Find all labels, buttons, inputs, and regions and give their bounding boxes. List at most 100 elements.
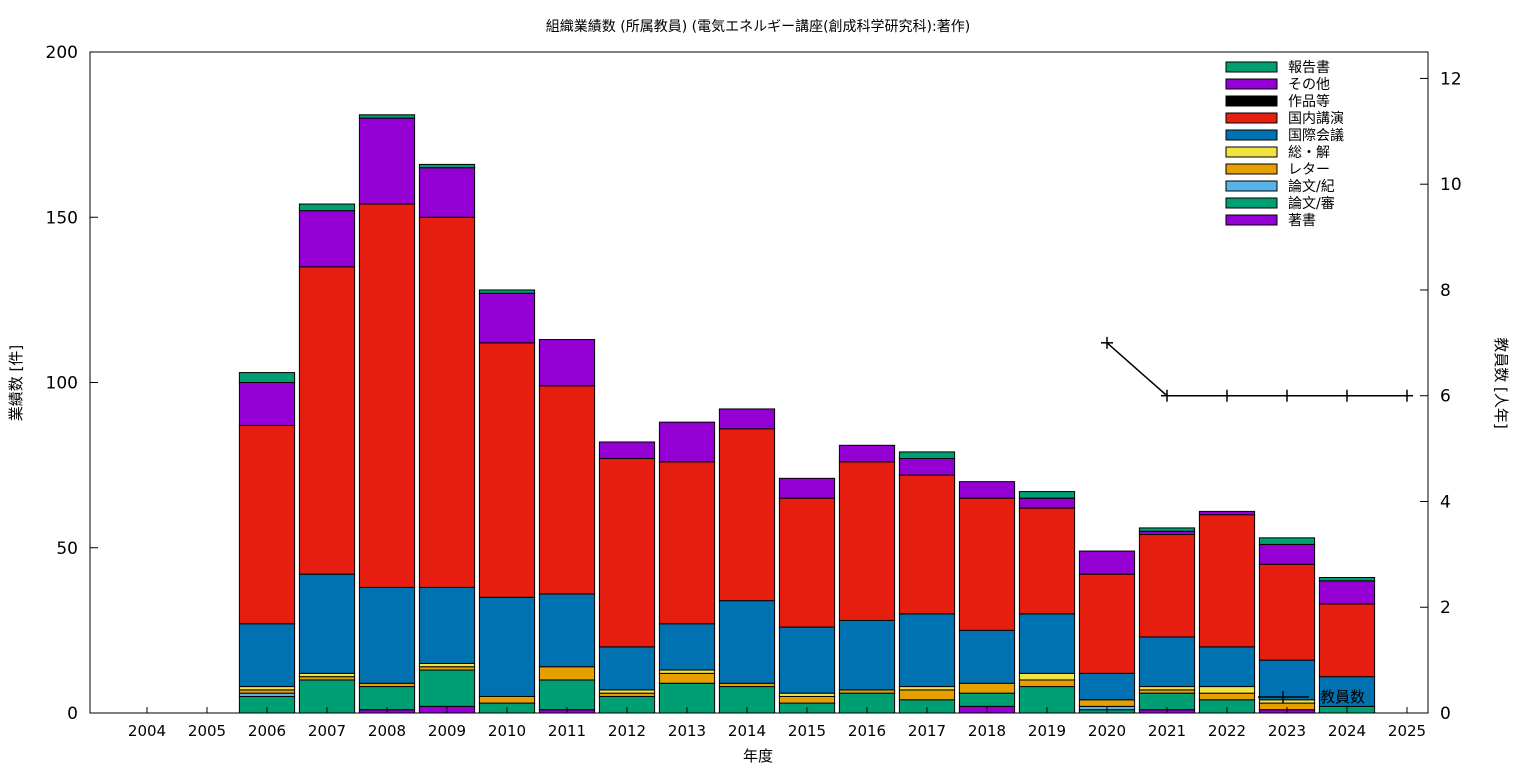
bar-segment bbox=[478, 695, 536, 704]
bar-segment bbox=[778, 626, 836, 694]
chart-title: 組織業績数 (所属教員) (電気エネルギー講座(創成科学研究科):著作) bbox=[546, 19, 970, 35]
bar-segment bbox=[418, 167, 476, 218]
x-tick-label: 2009 bbox=[428, 722, 466, 740]
x-tick-label: 2004 bbox=[128, 722, 166, 740]
bar-segment bbox=[1198, 514, 1256, 648]
bar-segment bbox=[838, 461, 896, 621]
bar-segment bbox=[718, 686, 776, 714]
bar-segment bbox=[1018, 491, 1076, 499]
bar-segment bbox=[1318, 576, 1376, 582]
bar-segment bbox=[898, 689, 956, 701]
bar-segment bbox=[898, 458, 956, 476]
bar-segment bbox=[958, 497, 1016, 631]
bar-segment bbox=[1318, 676, 1376, 707]
bar-segment bbox=[538, 666, 596, 681]
bar-segment bbox=[598, 646, 656, 691]
bar-segment bbox=[358, 686, 416, 711]
x-tick-label: 2019 bbox=[1028, 722, 1066, 740]
x-tick-label: 2008 bbox=[368, 722, 406, 740]
bar-segment bbox=[1258, 659, 1316, 701]
bar-segment bbox=[1198, 646, 1256, 688]
line-layer bbox=[1101, 336, 1413, 402]
legend-label: レター bbox=[1288, 162, 1330, 178]
bar-segment bbox=[778, 695, 836, 704]
bar-segment bbox=[658, 421, 716, 463]
bar-segment bbox=[898, 613, 956, 688]
y-tick-label: 0 bbox=[67, 704, 78, 724]
legend-line-label: 教員数 bbox=[1320, 688, 1365, 706]
bar-segment bbox=[418, 669, 476, 707]
bar-segment bbox=[238, 382, 296, 426]
legend-label: 作品等 bbox=[1288, 93, 1330, 110]
x-tick-label: 2010 bbox=[488, 722, 526, 740]
bar-segment bbox=[1138, 636, 1196, 688]
bar-segment bbox=[718, 428, 776, 602]
bar-segment bbox=[778, 477, 836, 499]
bar-segment bbox=[598, 458, 656, 648]
legend-label: 国際会議 bbox=[1288, 127, 1344, 144]
bar-segment bbox=[1138, 534, 1196, 638]
legend-label: 著書 bbox=[1288, 213, 1316, 229]
bar-segment bbox=[538, 339, 596, 387]
y2-tick-label: 2 bbox=[1440, 598, 1451, 618]
x-tick-label: 2015 bbox=[788, 722, 826, 740]
bar-segment bbox=[238, 424, 296, 625]
bar-segment bbox=[1258, 563, 1316, 661]
x-axis-label: 年度 bbox=[743, 747, 773, 765]
legend-swatch bbox=[1225, 214, 1278, 226]
y2-tick-label: 8 bbox=[1440, 281, 1451, 301]
bar-segment bbox=[238, 372, 296, 383]
y2-tick-label: 6 bbox=[1440, 387, 1451, 407]
bar-segment bbox=[1018, 497, 1076, 509]
legend-swatch bbox=[1225, 112, 1278, 124]
bars-layer bbox=[238, 114, 1376, 714]
y-tick-label: 150 bbox=[46, 208, 78, 228]
bar-segment bbox=[958, 682, 1016, 694]
y2-axis-label: 教員数 [人年] bbox=[1492, 337, 1510, 428]
y-tick-label: 200 bbox=[46, 43, 78, 63]
bar-segment bbox=[1318, 603, 1376, 678]
bar-segment bbox=[1138, 527, 1196, 532]
bar-segment bbox=[1198, 510, 1256, 516]
bar-segment bbox=[718, 600, 776, 684]
bar-segment bbox=[958, 629, 1016, 684]
bar-segment bbox=[478, 292, 536, 344]
axes-layer: 0 50 100 150 200 0 2 4 6 8 10 12 2004 2005 2006 2007 200… bbox=[46, 43, 1462, 740]
bar-segment bbox=[298, 203, 356, 212]
bar-segment bbox=[838, 444, 896, 463]
bar-segment bbox=[898, 451, 956, 460]
faculty-count-line bbox=[1106, 342, 1407, 397]
bar-segment bbox=[1078, 573, 1136, 674]
legend-swatch bbox=[1225, 146, 1278, 158]
x-tick-label: 2025 bbox=[1388, 722, 1426, 740]
bar-segment bbox=[298, 573, 356, 674]
y2-tick-label: 0 bbox=[1440, 704, 1451, 724]
bar-segment bbox=[1078, 699, 1136, 707]
bar-segment bbox=[1198, 692, 1256, 701]
x-tick-label: 2012 bbox=[608, 722, 646, 740]
x-tick-label: 2005 bbox=[188, 722, 226, 740]
legend-swatch bbox=[1225, 197, 1278, 209]
bar-segment bbox=[1318, 580, 1376, 605]
y2-tick-label: 12 bbox=[1440, 69, 1462, 89]
bar-segment bbox=[1018, 613, 1076, 674]
legend-label: その他 bbox=[1288, 77, 1330, 93]
legend-swatch bbox=[1225, 129, 1278, 141]
y-tick-label: 100 bbox=[46, 374, 78, 394]
x-tick-label: 2021 bbox=[1148, 722, 1186, 740]
bar-segment bbox=[418, 586, 476, 664]
legend-swatch bbox=[1225, 61, 1278, 73]
y2-tick-label: 10 bbox=[1440, 175, 1462, 195]
bar-segment bbox=[478, 596, 536, 697]
bar-segment bbox=[358, 203, 416, 588]
bar-segment bbox=[1198, 686, 1256, 694]
y2-tick-label: 4 bbox=[1440, 492, 1451, 512]
bar-segment bbox=[478, 342, 536, 598]
bar-segment bbox=[418, 216, 476, 588]
bar-segment bbox=[358, 586, 416, 684]
bar-segment bbox=[658, 672, 716, 684]
bar-segment bbox=[1258, 537, 1316, 545]
